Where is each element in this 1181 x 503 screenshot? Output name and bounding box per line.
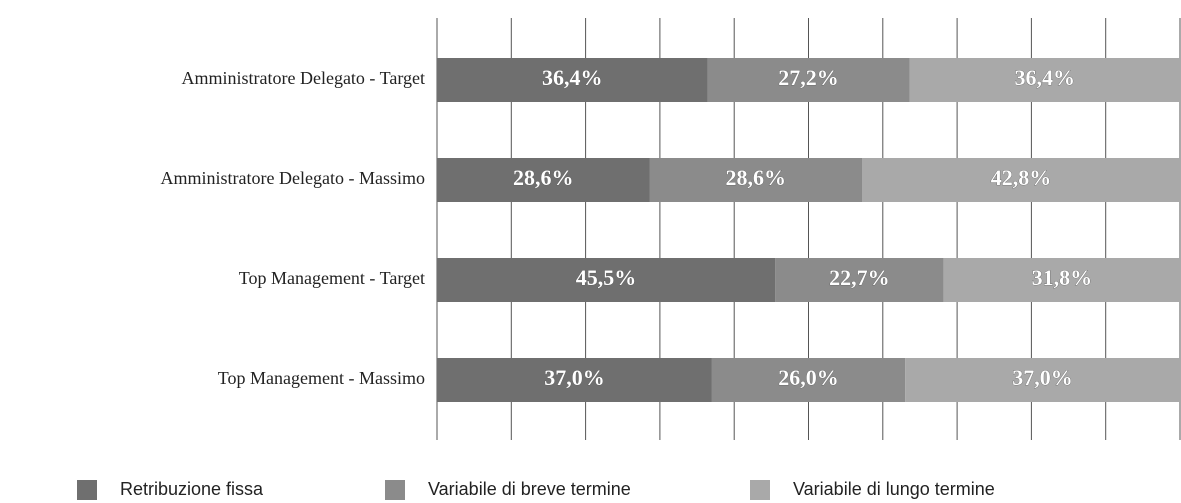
bar-segment bbox=[437, 358, 712, 402]
bar-segment bbox=[775, 258, 944, 302]
value-label: 45,5% bbox=[576, 265, 637, 290]
value-label: 28,6% bbox=[725, 165, 786, 190]
value-label: 22,7% bbox=[829, 265, 890, 290]
legend-swatch bbox=[750, 480, 770, 500]
value-label: 27,2% bbox=[778, 65, 839, 90]
bar-segment bbox=[649, 158, 862, 202]
bar-segment bbox=[909, 58, 1180, 102]
value-label: 26,0% bbox=[778, 365, 839, 390]
category-label: Amministratore Delegato - Massimo bbox=[161, 168, 425, 188]
value-label: 42,8% bbox=[991, 165, 1052, 190]
bar-segment bbox=[437, 58, 708, 102]
value-label: 36,4% bbox=[1015, 65, 1076, 90]
bar-segment bbox=[711, 358, 906, 402]
bar-segment bbox=[905, 358, 1180, 402]
bar-segment bbox=[437, 258, 776, 302]
legend-swatch bbox=[385, 480, 405, 500]
legend-label: Variabile di lungo termine bbox=[793, 479, 995, 499]
value-label: 37,0% bbox=[544, 365, 605, 390]
bar-segment bbox=[437, 158, 650, 202]
legend-swatch bbox=[77, 480, 97, 500]
category-label: Top Management - Target bbox=[239, 268, 425, 288]
value-label: 36,4% bbox=[542, 65, 603, 90]
bar-segment bbox=[707, 58, 910, 102]
bar-segment bbox=[943, 258, 1180, 302]
category-label: Top Management - Massimo bbox=[218, 368, 425, 388]
category-label: Amministratore Delegato - Target bbox=[181, 68, 425, 88]
value-label: 31,8% bbox=[1032, 265, 1093, 290]
value-label: 37,0% bbox=[1012, 365, 1073, 390]
bar-segment bbox=[861, 158, 1180, 202]
value-label: 28,6% bbox=[513, 165, 574, 190]
legend-label: Retribuzione fissa bbox=[120, 479, 264, 499]
legend-label: Variabile di breve termine bbox=[428, 479, 631, 499]
